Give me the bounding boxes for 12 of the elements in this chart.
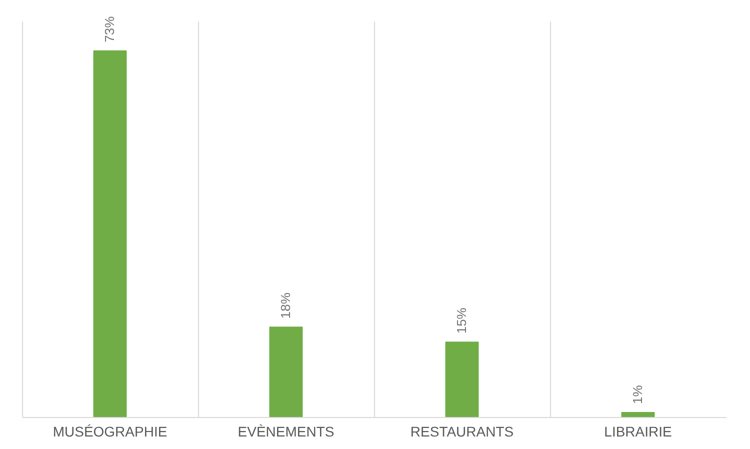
bar <box>93 50 127 417</box>
x-tick-label: RESTAURANTS <box>410 424 514 440</box>
bar <box>269 326 303 417</box>
x-tick-label: EVÈNEMENTS <box>238 424 334 440</box>
data-label: 1% <box>630 384 645 404</box>
data-label: 15% <box>454 307 469 334</box>
data-label: 18% <box>278 292 293 319</box>
x-tick-label: LIBRAIRIE <box>604 424 672 440</box>
bar <box>621 412 655 417</box>
x-tick-label: MUSÉOGRAPHIE <box>52 424 168 440</box>
bar <box>445 342 479 417</box>
data-label: 73% <box>102 16 117 42</box>
